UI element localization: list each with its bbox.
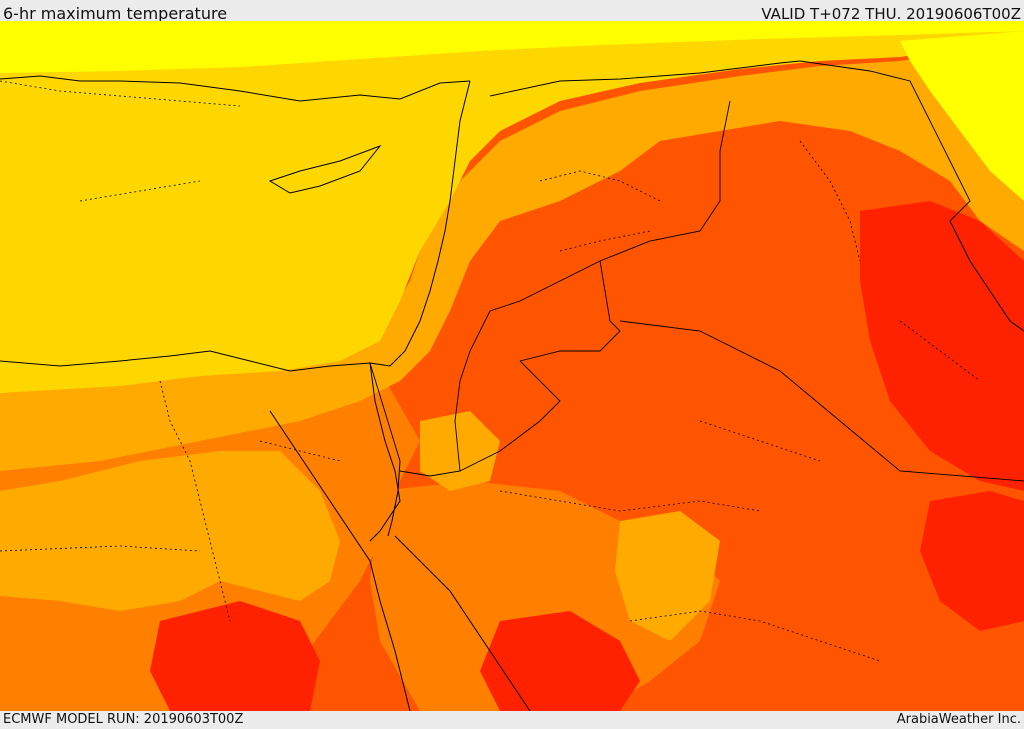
field-red-iraq — [860, 201, 1024, 491]
map-canvas — [0, 21, 1024, 711]
field-yellow-northeast — [900, 31, 1024, 201]
footer-bar: ECMWF MODEL RUN: 20190603T00Z ArabiaWeat… — [0, 711, 1024, 729]
credit-label: ArabiaWeather Inc. — [896, 712, 1021, 727]
map-title: 6-hr maximum temperature — [3, 4, 228, 23]
model-run-label: ECMWF MODEL RUN: 20190603T00Z — [3, 712, 244, 727]
temperature-map[interactable] — [0, 21, 1024, 711]
valid-time-label: VALID T+072 THU. 20190606T00Z — [761, 5, 1021, 23]
field-red-sudan — [150, 601, 320, 711]
coastlines — [0, 75, 1024, 711]
field-gold-med — [0, 21, 1024, 393]
borders — [369, 60, 1024, 482]
field-yellow-north — [0, 21, 1024, 73]
field-amber-patch-2 — [420, 411, 500, 491]
header-bar: 6-hr maximum temperature VALID T+072 THU… — [0, 0, 1024, 23]
field-red-east — [920, 491, 1024, 631]
field-amber-egypt — [0, 451, 340, 611]
field-red-arabia — [480, 611, 640, 711]
field-amber-patch-1 — [615, 511, 720, 641]
field-amber-levant — [0, 49, 1024, 471]
internal-boundaries — [0, 80, 981, 662]
